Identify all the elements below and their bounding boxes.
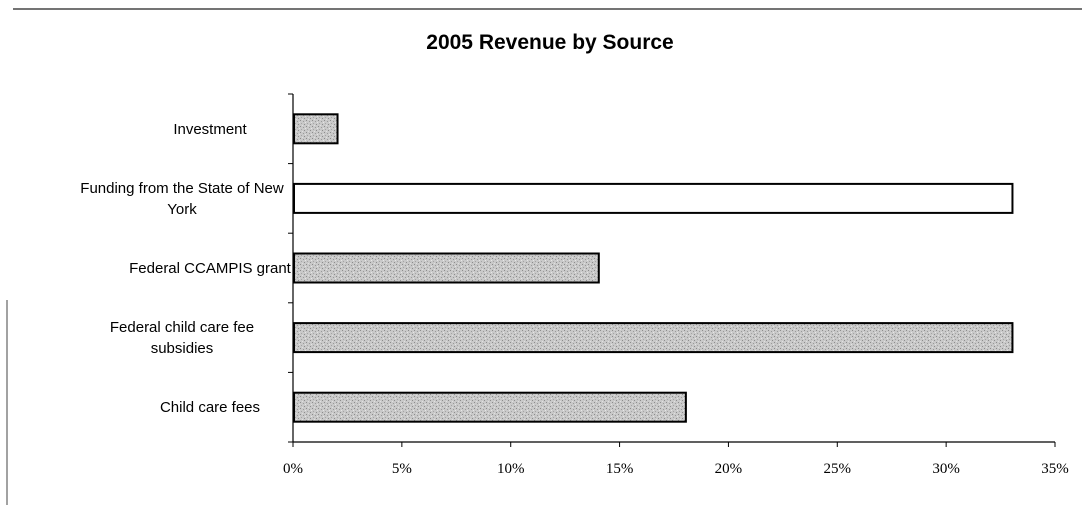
bars (293, 113, 1014, 423)
chart-title: 2005 Revenue by Source (426, 31, 673, 54)
category-label: subsidies (151, 340, 214, 357)
x-tick-label: 30% (932, 461, 960, 477)
x-tick-label: 0% (283, 461, 303, 477)
x-tick-label: 5% (392, 461, 412, 477)
bar (293, 113, 339, 145)
category-label: Child care fees (160, 399, 260, 416)
category-labels: Investment Funding from the State of New Y… (80, 121, 291, 416)
category-label: Federal CCAMPIS grant (129, 260, 292, 277)
x-tick-label: 10% (497, 461, 525, 477)
bar (293, 182, 1014, 214)
bar (293, 252, 600, 284)
category-label: Investment (173, 121, 247, 138)
category-label: Federal child care fee (110, 319, 254, 336)
bar (293, 391, 687, 423)
bar (293, 322, 1014, 354)
x-tick-labels: 0% 5% 10% 15% 20% 25% 30% 35% (283, 461, 1069, 477)
x-tick-label: 20% (715, 461, 743, 477)
category-label: Funding from the State of New (80, 180, 284, 197)
x-tick-label: 25% (824, 461, 852, 477)
x-tick-label: 15% (606, 461, 634, 477)
x-tick-label: 35% (1041, 461, 1069, 477)
category-label: York (167, 201, 197, 218)
